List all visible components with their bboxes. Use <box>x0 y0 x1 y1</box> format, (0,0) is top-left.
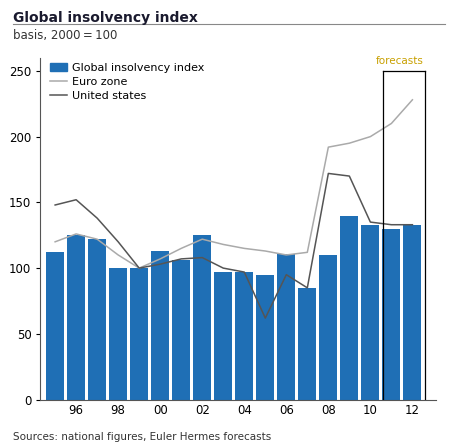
Bar <box>109 268 127 400</box>
Bar <box>151 251 169 400</box>
Bar <box>235 272 253 400</box>
Text: basis, 2000 = 100: basis, 2000 = 100 <box>13 29 118 42</box>
Bar <box>383 229 401 400</box>
Bar <box>130 268 148 400</box>
Bar <box>299 288 316 400</box>
Text: forecasts: forecasts <box>376 56 424 66</box>
Text: Sources: national figures, Euler Hermes forecasts: Sources: national figures, Euler Hermes … <box>13 432 272 442</box>
Bar <box>194 235 211 400</box>
Bar <box>404 225 421 400</box>
Bar <box>214 272 232 400</box>
Bar <box>361 225 379 400</box>
Text: Global insolvency index: Global insolvency index <box>13 11 198 25</box>
Bar <box>46 252 64 400</box>
Bar <box>256 275 274 400</box>
Bar <box>88 239 106 400</box>
Bar <box>319 255 337 400</box>
Bar <box>277 254 295 400</box>
Bar <box>172 260 190 400</box>
Bar <box>340 215 358 400</box>
Legend: Global insolvency index, Euro zone, United states: Global insolvency index, Euro zone, Unit… <box>50 63 204 101</box>
Bar <box>67 235 85 400</box>
